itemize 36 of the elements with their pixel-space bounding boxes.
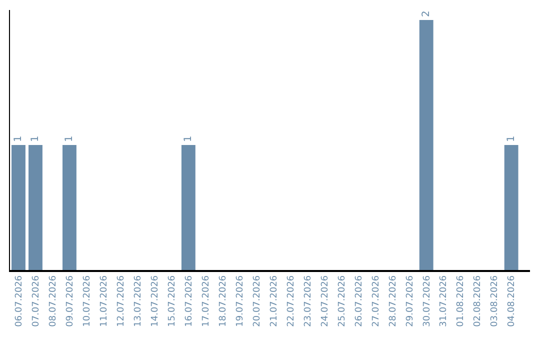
x-tick-label: 15.07.2026 (167, 275, 178, 327)
x-tick-label: 11.07.2026 (99, 275, 110, 327)
x-tick-label: 29.07.2026 (405, 275, 416, 327)
data-label: 1 (506, 136, 517, 142)
x-tick-label: 14.07.2026 (150, 275, 160, 327)
x-tick-label: 03.08.2026 (490, 275, 500, 327)
data-label: 1 (30, 136, 41, 142)
x-tick-label: 06.07.2026 (14, 275, 24, 327)
x-tick-label: 23.07.2026 (303, 275, 314, 327)
x-tick-label: 08.07.2026 (48, 275, 58, 327)
x-tick-label: 22.07.2026 (286, 275, 296, 327)
data-label: 2 (420, 10, 432, 17)
x-tick-label: 28.07.2026 (388, 275, 398, 327)
data-label: 1 (12, 136, 24, 142)
x-tick-label: 10.07.2026 (82, 275, 92, 327)
x-tick-label: 25.07.2026 (337, 275, 348, 327)
data-label: 1 (182, 136, 194, 142)
x-tick-label: 30.07.2026 (422, 275, 432, 327)
x-tick-label: 20.07.2026 (252, 275, 262, 327)
x-tick-label: 12.07.2026 (116, 275, 126, 327)
x-tick-label: 09.07.2026 (65, 275, 76, 327)
x-tick-label: 04.08.2026 (507, 275, 518, 327)
x-tick-label: 24.07.2026 (320, 275, 330, 327)
x-tick-label: 31.07.2026 (439, 275, 450, 327)
x-tick-label: 19.07.2026 (235, 275, 246, 327)
x-tick-label: 02.08.2026 (473, 275, 484, 327)
x-tick-label: 18.07.2026 (218, 275, 228, 327)
x-tick-label: 07.07.2026 (31, 275, 42, 327)
x-tick-label: 27.07.2026 (371, 275, 382, 327)
x-tick-label: 21.07.2026 (269, 275, 280, 327)
x-tick-label: 17.07.2026 (201, 275, 212, 327)
data-label: 1 (64, 136, 75, 142)
x-tick-label: 01.08.2026 (456, 275, 466, 327)
x-tick-label: 16.07.2026 (184, 275, 194, 327)
x-tick-label: 26.07.2026 (354, 275, 364, 327)
x-tick-label: 13.07.2026 (133, 275, 144, 327)
